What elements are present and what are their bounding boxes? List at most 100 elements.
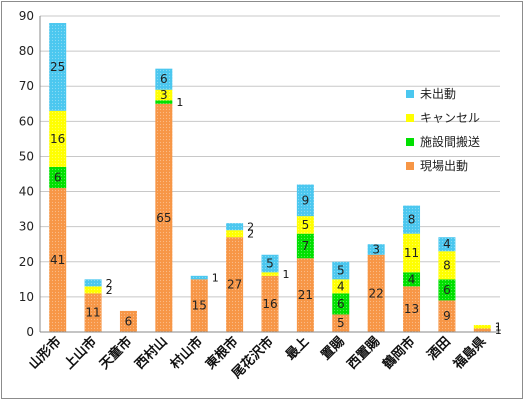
bar-texture xyxy=(155,103,173,333)
bar-texture xyxy=(438,300,456,332)
bar-texture xyxy=(438,237,456,252)
data-label: 1 xyxy=(283,268,290,281)
bar-texture xyxy=(261,272,279,276)
bar-texture xyxy=(49,188,67,332)
data-label: 6 xyxy=(443,283,451,297)
bar-texture xyxy=(438,251,456,280)
bar-texture xyxy=(84,286,102,294)
bar-texture xyxy=(190,275,208,280)
bar-texture xyxy=(367,244,385,255)
bar-texture xyxy=(261,254,279,273)
data-label: 15 xyxy=(192,299,207,313)
bar-texture xyxy=(332,293,350,315)
data-label: 8 xyxy=(408,213,416,227)
y-tick-label: 80 xyxy=(19,44,34,58)
data-label: 2 xyxy=(106,284,113,297)
legend-label: 未出動 xyxy=(420,87,456,101)
x-tick-label: 天童市 xyxy=(96,334,135,373)
x-tick-label: 西置賜 xyxy=(345,334,383,372)
x-tick-label: 置賜 xyxy=(319,334,348,363)
data-label: 21 xyxy=(298,288,313,302)
data-label: 6 xyxy=(54,171,62,185)
bar-texture xyxy=(155,68,173,90)
data-label: 7 xyxy=(302,239,310,253)
data-label: 27 xyxy=(227,278,242,292)
data-label: 4 xyxy=(337,279,345,293)
data-label: 13 xyxy=(404,302,419,316)
data-label: 4 xyxy=(408,272,416,286)
data-label: 6 xyxy=(160,72,168,86)
bar-texture xyxy=(473,324,491,329)
bar-texture xyxy=(332,279,350,294)
bar-texture xyxy=(403,286,421,332)
bar-texture xyxy=(296,258,314,332)
bar-texture xyxy=(473,328,491,332)
data-label: 65 xyxy=(156,211,171,225)
bar-texture xyxy=(332,314,350,332)
data-label: 1 xyxy=(212,272,219,285)
legend-label: 施設間搬送 xyxy=(420,134,480,149)
legend-label: キャンセル xyxy=(420,111,480,125)
y-tick-label: 40 xyxy=(19,185,34,199)
data-label: 9 xyxy=(443,309,451,323)
data-label: 6 xyxy=(125,314,133,328)
bar-texture xyxy=(49,23,67,111)
x-tick-label: 酒田 xyxy=(425,334,454,363)
legend-swatch xyxy=(406,114,414,122)
bar-texture xyxy=(49,166,67,189)
y-tick-label: 20 xyxy=(19,255,34,269)
data-label: 4 xyxy=(443,237,451,251)
data-label: 25 xyxy=(50,60,65,74)
data-label: 2 xyxy=(247,221,254,234)
bar-texture xyxy=(155,89,173,101)
legend-swatch xyxy=(406,138,414,146)
bar-texture xyxy=(332,261,350,280)
y-tick-label: 60 xyxy=(19,114,34,128)
legend-swatch xyxy=(406,90,414,98)
data-label: 11 xyxy=(85,306,100,320)
bar-texture xyxy=(403,233,421,273)
data-label: 5 xyxy=(302,218,310,232)
y-tick-label: 90 xyxy=(19,9,34,23)
data-label: 3 xyxy=(160,88,168,102)
bar-texture xyxy=(296,233,314,259)
x-tick-label: 鶴岡市 xyxy=(379,334,418,373)
legend-label: 現場出動 xyxy=(420,159,468,173)
bar-texture xyxy=(84,279,102,287)
x-tick-label: 最上 xyxy=(283,334,312,363)
bar-texture xyxy=(226,223,244,231)
bar-texture xyxy=(367,254,385,332)
data-label: 5 xyxy=(337,264,345,278)
data-label: 41 xyxy=(50,253,65,267)
y-tick-label: 0 xyxy=(26,325,34,339)
data-label: 5 xyxy=(337,316,345,330)
x-tick-label: 山形市 xyxy=(26,334,65,373)
x-tick-label: 上山市 xyxy=(61,334,100,373)
data-label: 8 xyxy=(443,258,451,272)
data-label: 3 xyxy=(372,242,380,256)
data-label: 1 xyxy=(176,96,183,109)
y-tick-label: 10 xyxy=(19,290,34,304)
x-tick-label: 福島県 xyxy=(450,334,490,374)
data-label: 9 xyxy=(302,193,310,207)
bar-texture xyxy=(403,205,421,234)
data-label: 1 xyxy=(495,324,502,337)
y-tick-label: 50 xyxy=(19,149,34,163)
y-tick-label: 70 xyxy=(19,79,34,93)
data-label: 16 xyxy=(50,132,65,146)
data-label: 2 xyxy=(106,277,113,290)
bar-texture xyxy=(226,237,244,332)
data-label: 1 xyxy=(495,321,502,334)
data-label: 16 xyxy=(262,297,277,311)
bar-texture xyxy=(119,310,137,332)
bar-texture xyxy=(403,272,421,287)
bar-texture xyxy=(190,279,208,332)
bar-texture xyxy=(296,216,314,234)
data-label: 5 xyxy=(266,257,274,271)
bar-texture xyxy=(226,230,244,238)
bar-texture xyxy=(49,110,67,167)
